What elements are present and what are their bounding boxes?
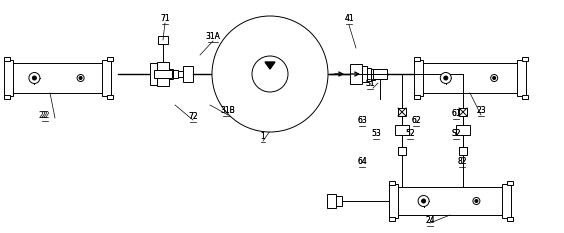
- Bar: [5, 63, 110, 93]
- Text: S2: S2: [451, 129, 461, 138]
- Bar: [154, 70, 172, 78]
- Bar: [173, 70, 178, 78]
- Circle shape: [475, 199, 478, 202]
- Text: 63: 63: [357, 116, 367, 125]
- Bar: [107, 95, 113, 99]
- Text: 31A: 31A: [205, 32, 221, 41]
- Text: S1: S1: [365, 79, 374, 88]
- Text: 23: 23: [476, 106, 486, 115]
- Text: 31B: 31B: [221, 106, 235, 115]
- Text: 64: 64: [357, 157, 367, 166]
- Circle shape: [440, 72, 451, 83]
- Text: 63: 63: [357, 116, 367, 125]
- Circle shape: [491, 75, 497, 82]
- Text: 72: 72: [188, 112, 198, 121]
- Text: 22: 22: [40, 111, 50, 120]
- Text: 24: 24: [425, 216, 435, 225]
- Bar: [414, 57, 420, 61]
- Text: 82: 82: [457, 157, 467, 166]
- Bar: [350, 64, 362, 84]
- Bar: [150, 63, 158, 85]
- Bar: [517, 60, 526, 96]
- Text: 23: 23: [476, 106, 486, 115]
- Bar: [183, 66, 193, 82]
- Circle shape: [79, 76, 82, 79]
- Text: 52: 52: [405, 129, 415, 138]
- Bar: [4, 57, 10, 61]
- Bar: [502, 184, 511, 218]
- Circle shape: [77, 75, 84, 82]
- Bar: [168, 69, 173, 79]
- Bar: [335, 196, 342, 206]
- Bar: [459, 147, 467, 155]
- Bar: [163, 67, 168, 81]
- Bar: [379, 70, 383, 78]
- Bar: [389, 184, 398, 218]
- Text: 53: 53: [371, 129, 381, 138]
- Text: S2: S2: [451, 129, 461, 138]
- Bar: [414, 60, 423, 96]
- Bar: [398, 147, 406, 155]
- Circle shape: [32, 76, 37, 80]
- Text: 31B: 31B: [221, 106, 235, 115]
- Text: 62: 62: [411, 116, 421, 125]
- Bar: [4, 60, 13, 96]
- Bar: [395, 125, 409, 135]
- Bar: [362, 66, 367, 82]
- Bar: [375, 69, 379, 79]
- Bar: [390, 187, 510, 215]
- Text: 71: 71: [160, 14, 170, 23]
- Bar: [389, 181, 395, 185]
- Circle shape: [473, 198, 480, 205]
- Text: 61: 61: [451, 109, 461, 118]
- Bar: [507, 217, 513, 221]
- Text: 64: 64: [357, 157, 367, 166]
- Bar: [507, 181, 513, 185]
- Circle shape: [444, 76, 448, 80]
- Text: 22: 22: [38, 111, 48, 120]
- Bar: [459, 108, 467, 116]
- Bar: [373, 69, 387, 79]
- Bar: [415, 63, 525, 93]
- Text: 1: 1: [261, 132, 266, 141]
- Bar: [522, 95, 528, 99]
- Circle shape: [418, 195, 429, 206]
- Bar: [102, 60, 111, 96]
- Text: 41: 41: [344, 14, 354, 23]
- Bar: [4, 95, 10, 99]
- Text: 71: 71: [160, 14, 170, 23]
- Bar: [398, 108, 406, 116]
- Bar: [389, 217, 395, 221]
- Polygon shape: [265, 62, 275, 69]
- Bar: [107, 57, 113, 61]
- Bar: [414, 95, 420, 99]
- Bar: [158, 36, 168, 44]
- Text: 61: 61: [451, 109, 461, 118]
- Text: 72: 72: [188, 112, 198, 121]
- Circle shape: [212, 16, 328, 132]
- Circle shape: [252, 56, 288, 92]
- Bar: [367, 68, 371, 80]
- Text: 52: 52: [405, 129, 415, 138]
- Bar: [456, 125, 470, 135]
- Text: 62: 62: [411, 116, 421, 125]
- Bar: [158, 65, 163, 83]
- Text: 41: 41: [344, 14, 354, 23]
- Text: 24: 24: [425, 216, 435, 225]
- Bar: [522, 57, 528, 61]
- Bar: [178, 71, 183, 77]
- Text: 1: 1: [261, 132, 266, 141]
- Text: S1: S1: [365, 79, 374, 88]
- Text: 82: 82: [457, 157, 467, 166]
- Circle shape: [29, 72, 40, 83]
- Text: 53: 53: [371, 129, 381, 138]
- Circle shape: [493, 76, 496, 79]
- Bar: [157, 62, 169, 86]
- Text: 31A: 31A: [205, 32, 221, 41]
- Bar: [327, 194, 336, 208]
- Bar: [371, 69, 375, 79]
- Circle shape: [422, 199, 426, 203]
